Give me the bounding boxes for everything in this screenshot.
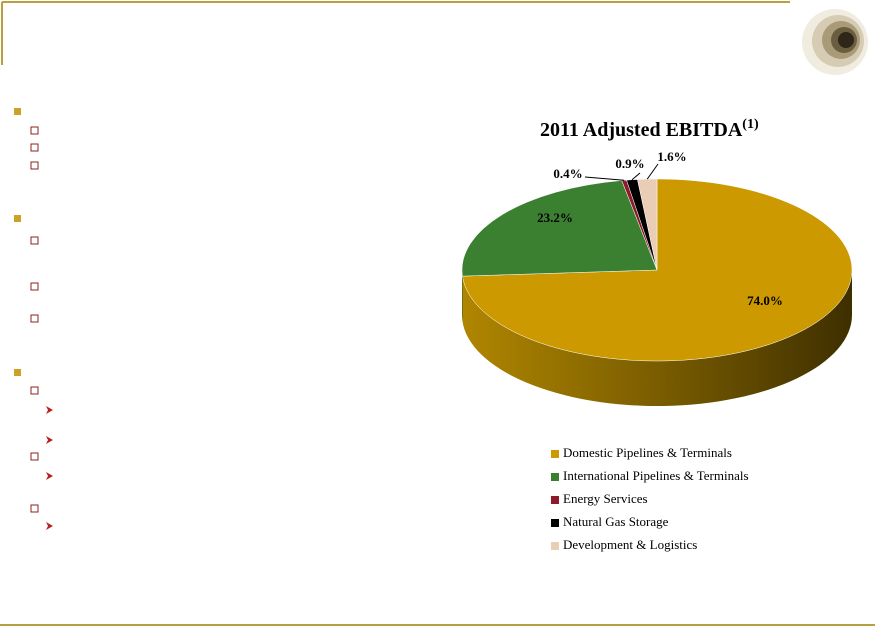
legend-label: Domestic Pipelines & Terminals: [563, 445, 732, 460]
slice-side: [462, 270, 852, 406]
logo: [802, 9, 868, 75]
data-label: 0.4%: [553, 166, 582, 181]
leader-line: [584, 176, 625, 181]
legend-label: Energy Services: [563, 491, 648, 506]
chart-title-note: (1): [742, 117, 759, 132]
legend: Domestic Pipelines & Terminals Internatio…: [551, 445, 749, 552]
slice: [461, 180, 658, 277]
data-label: 23.2%: [537, 210, 573, 225]
chart-title-text: 2011 Adjusted EBITDA: [540, 119, 743, 141]
legend-label: International Pipelines & Terminals: [563, 468, 749, 483]
legend-swatch: [551, 450, 559, 458]
bullets: [14, 108, 21, 376]
sub-bullets: [30, 126, 39, 513]
data-label: 0.9%: [615, 156, 644, 171]
chart-title: 2011 Adjusted EBITDA(1): [540, 117, 759, 140]
data-label: 1.6%: [657, 149, 686, 164]
legend-label: Natural Gas Storage: [563, 514, 669, 529]
leader-line: [646, 163, 659, 180]
pie: 74.0% 23.2% 0.4% 0.9% 1.6%: [461, 149, 853, 406]
legend-swatch: [551, 496, 559, 504]
data-label: 74.0%: [747, 293, 783, 308]
slice: [637, 178, 658, 271]
arrow-bullets: [46, 406, 53, 530]
legend-swatch: [551, 519, 559, 527]
leader-line: [631, 172, 641, 181]
legend-label: Development & Logistics: [563, 537, 697, 552]
legend-swatch: [551, 473, 559, 481]
legend-swatch: [551, 542, 559, 550]
